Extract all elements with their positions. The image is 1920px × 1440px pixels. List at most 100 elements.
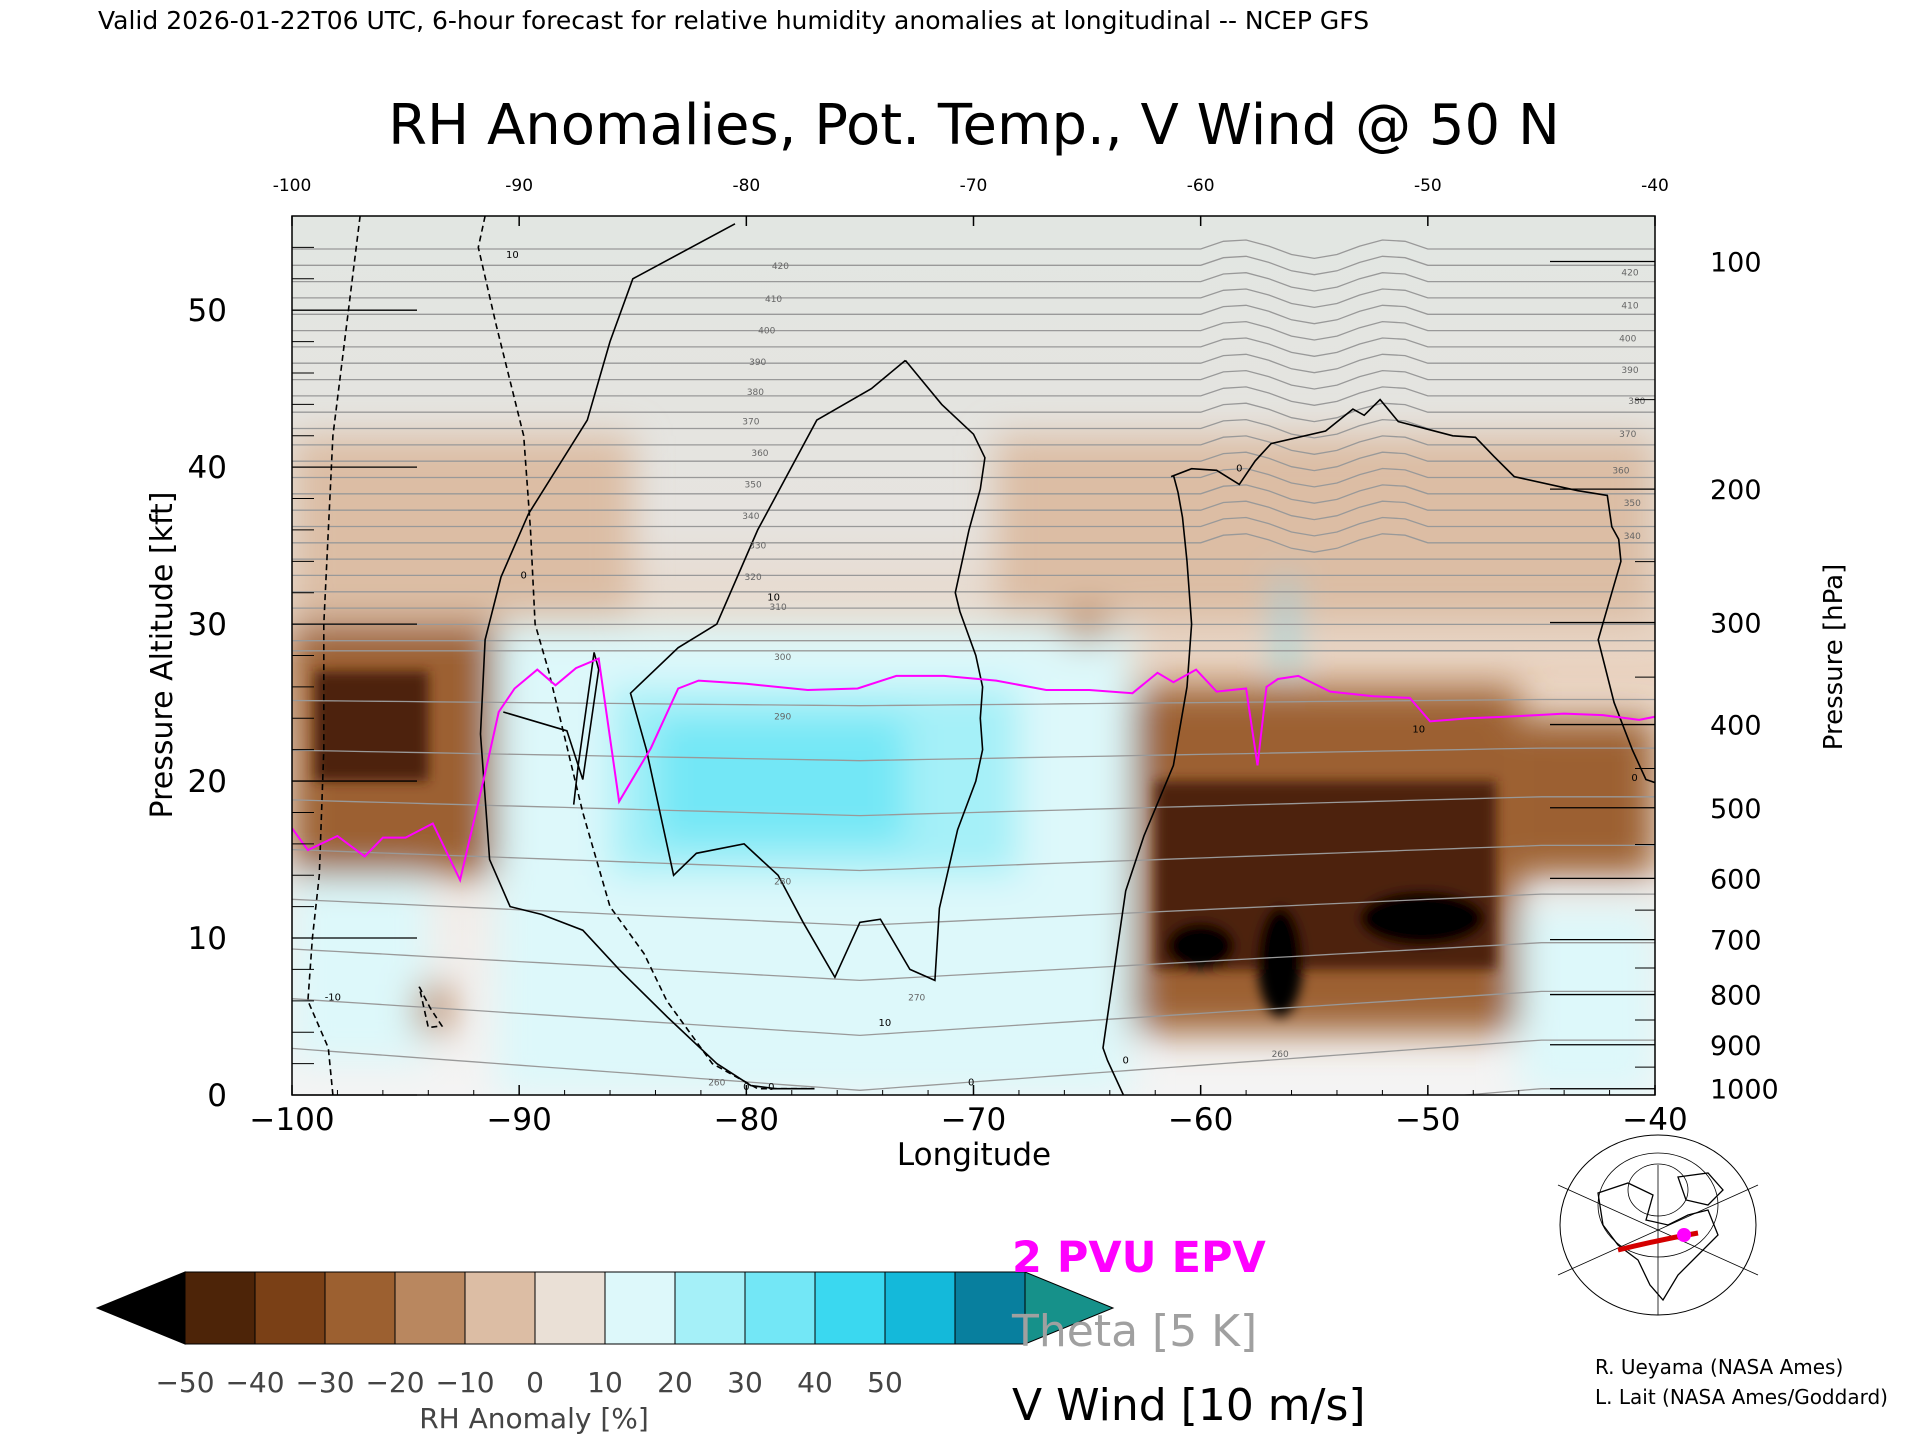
theta-contour-line (292, 747, 1655, 762)
theta-label: 360 (1612, 466, 1629, 476)
theta-contour-line (292, 239, 1655, 260)
theta-contour-line (292, 320, 1655, 341)
colorbar-swatch (464, 1271, 536, 1345)
theta-label: 390 (1621, 366, 1638, 376)
x-tick-label: −50 (1395, 1102, 1460, 1138)
colorbar-swatch (814, 1271, 886, 1345)
v-wind-label: 0 (968, 1077, 974, 1088)
v-wind-label: -10 (325, 993, 341, 1004)
y-tick-label: 10 (188, 921, 227, 957)
pressure-tick-label: 100 (1710, 248, 1762, 279)
colorbar-tick-label: 40 (797, 1366, 833, 1399)
theta-label: 310 (770, 603, 787, 613)
x-top-tick-label: -100 (273, 176, 312, 196)
rh-region (1257, 906, 1303, 1017)
v-wind-label: 0 (1123, 1055, 1129, 1066)
theta-label: 340 (1624, 532, 1641, 542)
v-wind-contour-line (418, 986, 444, 1029)
pressure-tick-label: 900 (1710, 1031, 1762, 1062)
locator-map (1557, 1134, 1759, 1316)
pressure-tick-label: 400 (1710, 711, 1762, 742)
colorbar-tick-label: −40 (225, 1366, 284, 1399)
theta-label: 400 (758, 327, 775, 337)
x-top-tick-label: -90 (505, 176, 533, 196)
colorbar-tick-label: 20 (657, 1366, 693, 1399)
theta-label: 380 (1628, 397, 1645, 407)
pressure-tick-label: 500 (1710, 794, 1762, 825)
colorbar-swatch (744, 1271, 816, 1345)
theta-contour-line (292, 337, 1655, 357)
theta-contour-line (292, 516, 1655, 537)
colorbar-tick-label: −10 (435, 1366, 494, 1399)
pressure-tick-label: 200 (1710, 475, 1762, 506)
colorbar-swatch (394, 1271, 466, 1345)
rh-anomaly-core-field (314, 671, 1496, 1017)
v-wind-contour-line (307, 216, 361, 1095)
colorbar-swatch (534, 1271, 606, 1345)
theta-label: 320 (745, 573, 762, 583)
credit-line-2: L. Lait (NASA Ames/Goddard) (1595, 1385, 1888, 1409)
theta-label: 370 (1619, 430, 1636, 440)
colorbar-tick-label: 50 (867, 1366, 903, 1399)
y-tick-label: 40 (188, 450, 227, 486)
x-tick-label: −40 (1622, 1102, 1687, 1138)
pressure-tick-label: 300 (1710, 609, 1762, 640)
v-wind-contour-line (477, 216, 815, 1090)
colorbar-swatch (674, 1271, 746, 1345)
colorbar-swatch (604, 1271, 676, 1345)
axes: −100-100−90-90−80-80−70-70−60-60−50-50−4… (188, 176, 1779, 1138)
x-top-tick-label: -40 (1641, 176, 1669, 196)
legend-theta: Theta [5 K] (1011, 1306, 1257, 1357)
theta-contour-line (292, 255, 1655, 276)
v-wind-contour-line (503, 652, 600, 805)
theta-contour-line (292, 369, 1655, 390)
y-tick-label: 0 (207, 1078, 227, 1114)
valid-time-header: Valid 2026-01-22T06 UTC, 6-hour forecast… (98, 6, 1369, 35)
colorbar-tick-label: 30 (727, 1366, 763, 1399)
v-wind-label: 10 (879, 1018, 892, 1029)
epv-2pvu-layer (292, 657, 1655, 883)
v-wind-label: 0 (768, 1082, 774, 1093)
v-wind-label: 10 (767, 592, 780, 603)
rh-region (1166, 922, 1235, 970)
legend: 2 PVU EPV Theta [5 K] V Wind [10 m/s] (1011, 1233, 1366, 1431)
v-wind-contour-line (629, 359, 986, 982)
v-wind-contour-line (1170, 398, 1655, 784)
theta-label: 390 (749, 358, 766, 368)
theta-label: 380 (747, 388, 764, 398)
colorbar-tick-label: 0 (526, 1366, 544, 1399)
theta-label: 420 (1621, 269, 1638, 279)
v-wind-label: 0 (521, 570, 527, 581)
theta-contour-line (292, 353, 1655, 374)
x-tick-label: −100 (249, 1102, 334, 1138)
x-axis-label: Longitude (897, 1137, 1051, 1173)
x-top-tick-label: -80 (732, 176, 760, 196)
rh-region (996, 435, 1655, 625)
epv-2pvu-line (292, 657, 1655, 883)
pressure-tick-label: 1000 (1710, 1075, 1779, 1106)
x-top-tick-label: -70 (960, 176, 988, 196)
theta-contour-line (292, 451, 1655, 472)
rh-region (655, 718, 906, 844)
v-wind-label: 10 (1412, 724, 1425, 735)
y-tick-label: 20 (188, 764, 227, 800)
theta-label: 340 (742, 512, 759, 522)
credit-line-1: R. Ueyama (NASA Ames) (1595, 1355, 1843, 1379)
colorbar-tick-label: −20 (365, 1366, 424, 1399)
colorbar-swatch (884, 1271, 956, 1345)
pressure-tick-label: 800 (1710, 981, 1762, 1012)
theta-contour-line (292, 990, 1655, 1037)
v-wind-contours (307, 216, 1655, 1095)
theta-contour-labels: 420 410 400 390 380 370 360 350 340 330 320 310 300 2… (708, 262, 1645, 1088)
colorbar-overflow (1024, 1271, 1115, 1345)
x-tick-label: −70 (941, 1102, 1006, 1138)
theta-label: 280 (774, 878, 791, 888)
theta-contour-line (292, 796, 1655, 817)
colorbar-label: RH Anomaly [%] (419, 1402, 649, 1435)
theta-label: 290 (774, 713, 791, 723)
y-axis-label-right: Pressure [hPa] (1819, 564, 1849, 751)
theta-contour-line (292, 844, 1655, 872)
theta-label: 350 (745, 480, 762, 490)
theta-label: 360 (751, 449, 768, 459)
